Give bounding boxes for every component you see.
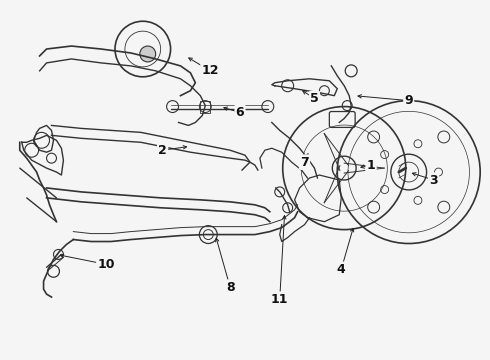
- Text: 8: 8: [226, 281, 234, 294]
- Text: 10: 10: [98, 258, 115, 271]
- Text: 7: 7: [300, 156, 309, 168]
- Text: 5: 5: [310, 92, 319, 105]
- Text: 1: 1: [367, 159, 375, 172]
- Text: 3: 3: [429, 174, 438, 186]
- Text: 12: 12: [201, 64, 219, 77]
- Text: 11: 11: [271, 293, 289, 306]
- Text: 6: 6: [236, 106, 245, 119]
- Text: 4: 4: [337, 263, 345, 276]
- Circle shape: [140, 46, 156, 62]
- Text: 9: 9: [404, 94, 413, 107]
- Text: 2: 2: [158, 144, 167, 157]
- Bar: [200, 100, 210, 113]
